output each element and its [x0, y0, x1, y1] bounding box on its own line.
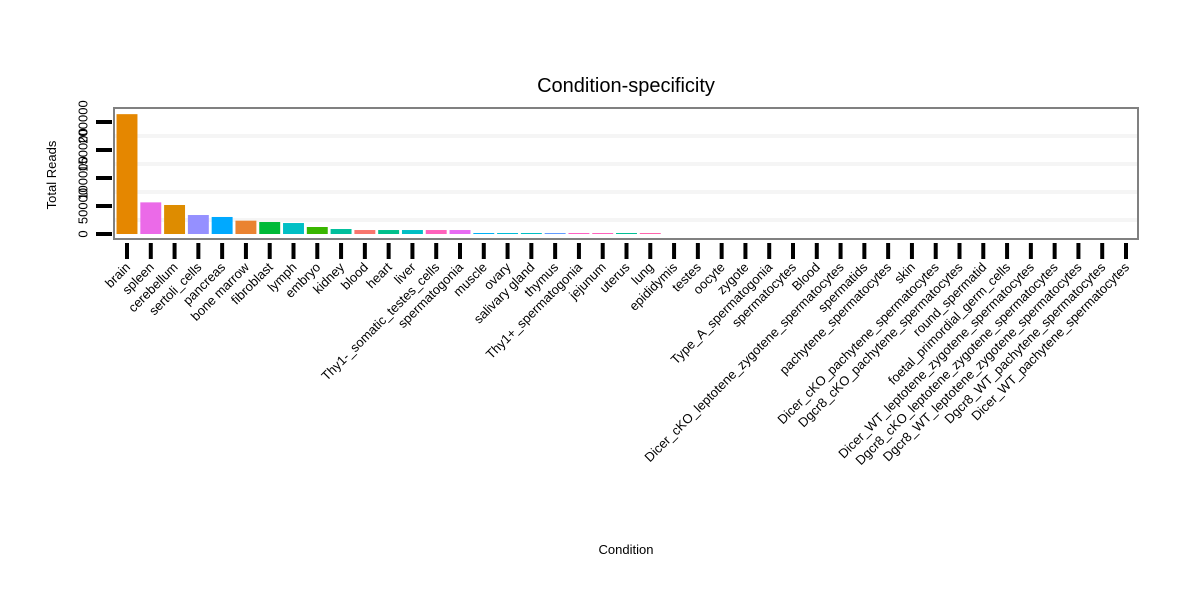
y-tick-label: 150000: [75, 128, 90, 171]
bar-blood: [354, 230, 376, 234]
bar-jejunum: [592, 233, 614, 234]
bar-pancreas: [211, 216, 233, 234]
plot-panel: [114, 108, 1138, 239]
bar-salivary-gland: [520, 233, 542, 234]
bar-fibroblast: [259, 222, 281, 234]
bar-heart: [378, 230, 400, 234]
bar-thy1-somatic-testes-cells: [425, 230, 447, 234]
bar-ovary: [497, 233, 519, 234]
bar-kidney: [330, 229, 352, 234]
y-tick-label: 50000: [75, 188, 90, 224]
bar-cerebellum: [164, 204, 186, 234]
y-axis-title: Total Reads: [44, 140, 59, 209]
gridlines: [115, 134, 1137, 222]
bar-spermatogonia: [449, 230, 471, 234]
bars: [116, 114, 661, 234]
bar-thy1-spermatogonia: [568, 233, 590, 234]
x-tick-label: blood: [338, 260, 371, 293]
x-axis-title: Condition: [599, 542, 654, 557]
bar-spleen: [140, 202, 162, 234]
panel-border: [113, 107, 1139, 240]
x-tick-label: heart: [363, 259, 395, 291]
x-axis: brainspleencerebellumsertoli_cellspancre…: [102, 243, 1132, 468]
bar-sertoli-cells: [187, 215, 209, 234]
bar-lymph: [283, 223, 304, 234]
bar-bone-marrow: [235, 220, 257, 234]
y-tick-label: 200000: [75, 100, 90, 143]
bar-thymus: [544, 233, 566, 234]
bar-muscle: [473, 233, 495, 234]
y-tick-label: 0: [75, 230, 90, 237]
bar-liver: [401, 230, 423, 234]
bar-lung: [639, 233, 661, 234]
bar-brain: [116, 114, 138, 234]
bar-embryo: [306, 227, 328, 234]
chart-title: Condition-specificity: [537, 75, 715, 97]
bar-uterus: [616, 233, 637, 234]
y-tick-label: 100000: [75, 156, 90, 199]
